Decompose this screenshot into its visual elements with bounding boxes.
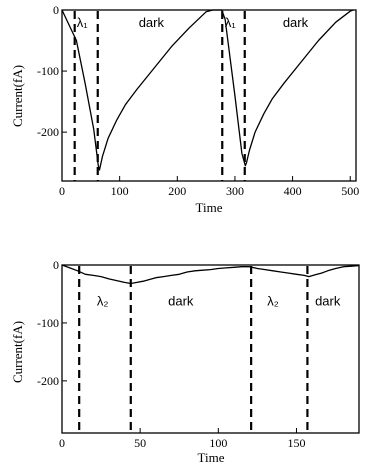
top-xtick-label: 500 [341,184,359,198]
bottom-ytick-label: 0 [53,258,59,272]
top-ytick-label: -100 [37,64,59,78]
top-annotation: λ₁ [77,15,89,30]
bottom-chart-xlabel: Time [198,450,225,465]
top-annotation: dark [283,15,309,30]
top-chart-annotations: λ₁ dark λ₁ dark [77,15,309,30]
top-chart-xlabel: Time [196,200,223,215]
top-chart: Current(fA) Time 0 100 200 300 400 500 0 -100 -2… [10,3,359,215]
top-annotation: dark [139,15,165,30]
top-xtick-label: 200 [168,184,186,198]
top-chart-ylabel: Current(fA) [10,65,25,127]
bottom-xtick-label: 0 [59,436,65,450]
top-chart-markers [73,11,246,181]
bottom-chart: Current(fA) Time 0 50 100 150 0 -100 -200 λ₂ da… [10,258,360,465]
bottom-current-trace [61,264,360,285]
top-chart-series [61,9,354,171]
top-xtick-label: 0 [59,184,65,198]
top-xtick-label: 300 [226,184,244,198]
bottom-ytick-label: -200 [37,374,59,388]
bottom-chart-ylabel: Current(fA) [10,321,25,383]
bottom-chart-series [61,264,360,285]
bottom-xtick-label: 50 [134,436,146,450]
bottom-xtick-label: 100 [209,436,227,450]
top-xtick-label: 400 [284,184,302,198]
top-ytick-label: 0 [53,3,59,17]
top-current-trace [61,9,354,171]
bottom-annotation: λ₂ [267,294,279,309]
bottom-annotation: dark [168,294,194,309]
bottom-chart-markers [78,266,309,433]
top-chart-ticks: 0 100 200 300 400 500 0 -100 -200 [37,3,359,198]
top-ytick-label: -200 [37,125,59,139]
bottom-xtick-label: 150 [287,436,305,450]
bottom-annotation: λ₂ [97,294,109,309]
bottom-annotation: dark [315,294,341,309]
bottom-ytick-label: -100 [37,316,59,330]
top-chart-frame [61,9,357,182]
bottom-chart-frame [61,264,360,434]
bottom-chart-annotations: λ₂ dark λ₂ dark [97,294,341,309]
top-annotation: λ₁ [225,15,237,30]
top-xtick-label: 100 [111,184,129,198]
bottom-chart-ticks: 0 50 100 150 0 -100 -200 [37,258,305,450]
